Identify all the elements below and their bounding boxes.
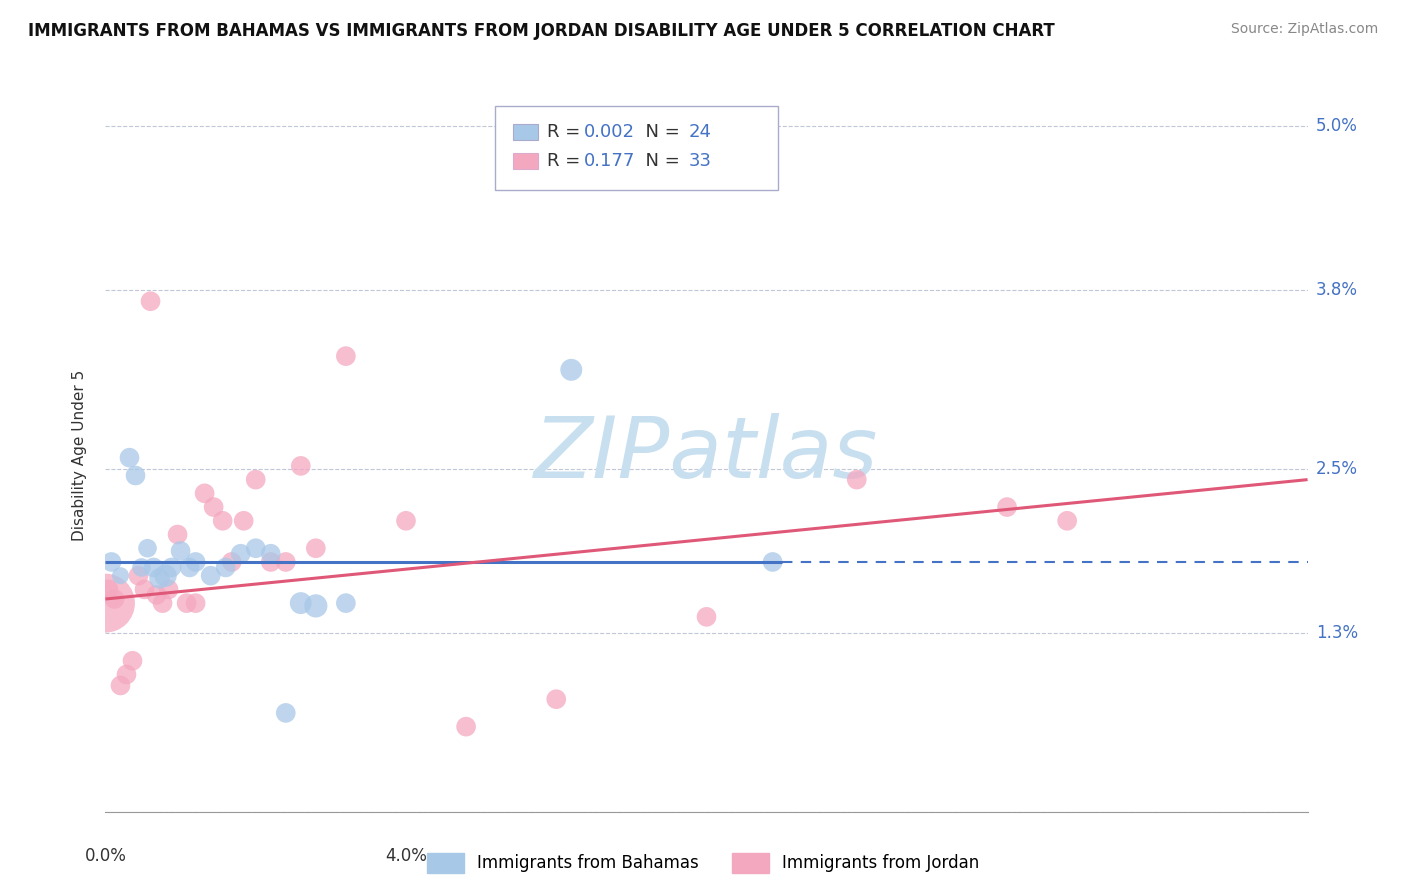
Text: N =: N = [634, 152, 686, 169]
Point [245, 541, 267, 556]
Point [395, 514, 418, 528]
Point [145, 588, 167, 602]
Point [245, 473, 267, 487]
Text: ZIPatlas: ZIPatlas [534, 413, 879, 497]
Point [696, 610, 718, 624]
Point [762, 555, 785, 569]
Point [94, 596, 117, 610]
Point [142, 560, 165, 574]
Point [179, 560, 201, 574]
Point [166, 527, 188, 541]
Point [139, 294, 162, 309]
Point [136, 541, 159, 556]
Text: 0.0%: 0.0% [84, 847, 127, 865]
Point [260, 555, 283, 569]
Point [184, 596, 207, 610]
Point [176, 596, 198, 610]
Text: 24: 24 [689, 123, 711, 141]
Text: R =: R = [547, 123, 586, 141]
Point [274, 555, 297, 569]
Point [290, 458, 312, 473]
Text: 5.0%: 5.0% [1316, 117, 1358, 135]
Point [214, 560, 236, 574]
Point [152, 596, 174, 610]
Point [845, 473, 868, 487]
Text: 2.5%: 2.5% [1316, 459, 1358, 477]
Legend: Immigrants from Bahamas, Immigrants from Jordan: Immigrants from Bahamas, Immigrants from… [420, 847, 986, 880]
Text: 3.8%: 3.8% [1316, 281, 1358, 299]
Point [560, 363, 582, 377]
Y-axis label: Disability Age Under 5: Disability Age Under 5 [72, 369, 87, 541]
Point [194, 486, 217, 500]
Point [335, 596, 357, 610]
Point [157, 582, 180, 597]
Point [211, 514, 233, 528]
Point [110, 568, 132, 582]
Point [260, 547, 283, 561]
Point [160, 560, 183, 574]
Point [232, 514, 254, 528]
Point [229, 547, 252, 561]
Text: 0.177: 0.177 [583, 152, 636, 169]
Point [128, 568, 150, 582]
Text: 0.002: 0.002 [583, 123, 634, 141]
Point [97, 582, 120, 597]
Point [131, 560, 153, 574]
Text: R =: R = [547, 152, 592, 169]
Point [202, 500, 225, 514]
Point [995, 500, 1018, 514]
Point [200, 568, 222, 582]
Point [115, 667, 138, 681]
Point [148, 571, 170, 585]
Point [110, 678, 132, 692]
Point [305, 541, 328, 556]
Point [121, 654, 143, 668]
Point [100, 555, 122, 569]
Point [454, 720, 477, 734]
Point [134, 582, 156, 597]
Point [169, 544, 191, 558]
Point [335, 349, 357, 363]
Text: 4.0%: 4.0% [385, 847, 427, 865]
Point [305, 599, 328, 613]
Text: N =: N = [634, 123, 686, 141]
Text: IMMIGRANTS FROM BAHAMAS VS IMMIGRANTS FROM JORDAN DISABILITY AGE UNDER 5 CORRELA: IMMIGRANTS FROM BAHAMAS VS IMMIGRANTS FR… [28, 22, 1054, 40]
Text: 33: 33 [689, 152, 711, 169]
Point [124, 468, 146, 483]
Point [118, 450, 141, 465]
Text: 1.3%: 1.3% [1316, 624, 1358, 642]
Point [103, 592, 125, 607]
Point [290, 596, 312, 610]
Point [546, 692, 568, 706]
Point [184, 555, 207, 569]
Text: Source: ZipAtlas.com: Source: ZipAtlas.com [1230, 22, 1378, 37]
Point [221, 555, 243, 569]
Point [155, 568, 177, 582]
Point [274, 706, 297, 720]
Point [1056, 514, 1078, 528]
